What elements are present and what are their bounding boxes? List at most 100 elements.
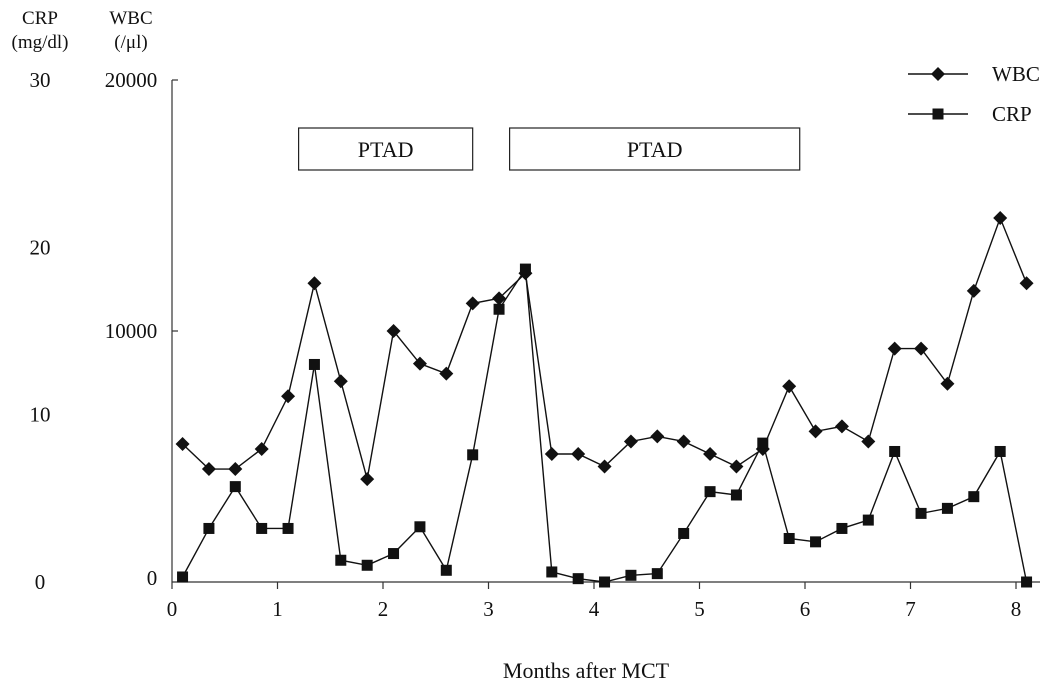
series-crp [177,263,1033,588]
point-wbc-26 [861,434,876,449]
point-wbc-2 [228,462,243,477]
x-tick-label-3: 3 [483,597,494,621]
point-wbc-15 [571,446,586,461]
ptad-label-1: PTAD [627,137,683,162]
point-crp-8 [388,548,400,560]
point-crp-26 [862,514,874,526]
right-axis-title-line2: (/μl) [114,32,147,53]
point-wbc-10 [439,366,454,381]
point-wbc-0 [175,436,190,451]
point-wbc-28 [914,341,929,356]
point-crp-15 [572,573,584,585]
point-wbc-23 [782,379,797,394]
annotations: PTAD PTAD [298,127,801,171]
point-wbc-16 [597,459,612,474]
point-crp-21 [730,489,742,501]
point-crp-16 [599,576,611,588]
point-crp-11 [467,449,479,461]
point-wbc-31 [993,211,1008,226]
legend: WBC CRP [908,62,1040,126]
point-crp-32 [1021,576,1033,588]
point-wbc-30 [966,283,981,298]
point-wbc-25 [834,419,849,434]
x-tick-label-2: 2 [378,597,389,621]
point-wbc-17 [623,434,638,449]
right-axis-ticks: 10000 20000 0 [105,68,178,590]
x-tick-label-0: 0 [167,597,178,621]
point-crp-27 [889,445,901,457]
point-wbc-12 [492,291,507,306]
point-crp-29 [941,502,953,514]
x-axis-title: Months after MCT [503,658,670,683]
point-crp-20 [704,486,716,498]
point-wbc-4 [281,389,296,404]
left-tick-label-0: 0 [35,570,46,594]
point-crp-1 [203,522,215,534]
point-wbc-27 [887,341,902,356]
point-wbc-7 [360,472,375,487]
series-layer [175,211,1034,588]
series-line-crp [181,267,1028,583]
point-wbc-1 [201,462,216,477]
point-crp-30 [968,491,980,503]
x-tick-label-7: 7 [905,597,916,621]
x-tick-label-6: 6 [800,597,811,621]
right-tick-label-zero: 0 [147,566,158,590]
x-tick-label-4: 4 [589,597,600,621]
point-crp-13 [519,263,531,275]
point-crp-19 [678,527,690,539]
right-axis-title-line1: WBC [109,8,152,29]
point-crp-28 [915,507,927,519]
point-crp-0 [177,571,189,583]
right-tick-label-1: 20000 [105,68,158,92]
point-crp-7 [361,559,373,571]
point-crp-24 [810,536,822,548]
x-tick-label-8: 8 [1011,597,1022,621]
left-axis-ticks: 0 10 20 30 [30,68,51,594]
point-wbc-6 [333,374,348,389]
ptad-box-0 [298,127,474,171]
point-crp-12 [493,303,505,315]
point-wbc-21 [729,459,744,474]
point-wbc-20 [703,446,718,461]
point-crp-5 [308,358,320,370]
legend-label-wbc: WBC [992,62,1040,86]
point-wbc-8 [386,324,401,338]
point-crp-14 [546,566,558,578]
point-wbc-19 [676,434,691,449]
point-crp-17 [625,569,637,581]
point-wbc-18 [650,429,665,444]
point-crp-3 [256,522,268,534]
point-wbc-14 [544,446,559,461]
point-crp-2 [229,481,241,493]
point-crp-25 [836,522,848,534]
left-axis-title-line1: CRP [22,8,58,29]
point-crp-18 [651,568,663,580]
left-tick-label-1: 10 [30,403,51,427]
point-crp-22 [757,437,769,449]
series-wbc [175,211,1034,487]
point-wbc-29 [940,376,955,391]
point-wbc-5 [307,276,322,291]
x-axis-ticks: 0 1 2 3 4 5 6 7 8 [167,582,1022,621]
ptad-box-1 [509,127,801,171]
right-tick-label-0: 10000 [105,319,158,343]
legend-marker-wbc [931,67,945,81]
legend-label-crp: CRP [992,102,1032,126]
point-wbc-3 [254,441,269,456]
left-tick-label-2: 20 [30,235,51,259]
x-tick-label-1: 1 [272,597,283,621]
point-wbc-11 [465,296,480,311]
point-crp-23 [783,532,795,544]
legend-marker-crp [932,108,944,120]
x-tick-label-5: 5 [694,597,705,621]
point-crp-31 [994,445,1006,457]
left-tick-label-3: 30 [30,68,51,92]
point-wbc-9 [412,356,427,371]
point-crp-10 [440,564,452,576]
point-crp-4 [282,522,294,534]
ptad-label-0: PTAD [358,137,414,162]
point-crp-6 [335,554,347,566]
point-wbc-32 [1019,276,1034,291]
